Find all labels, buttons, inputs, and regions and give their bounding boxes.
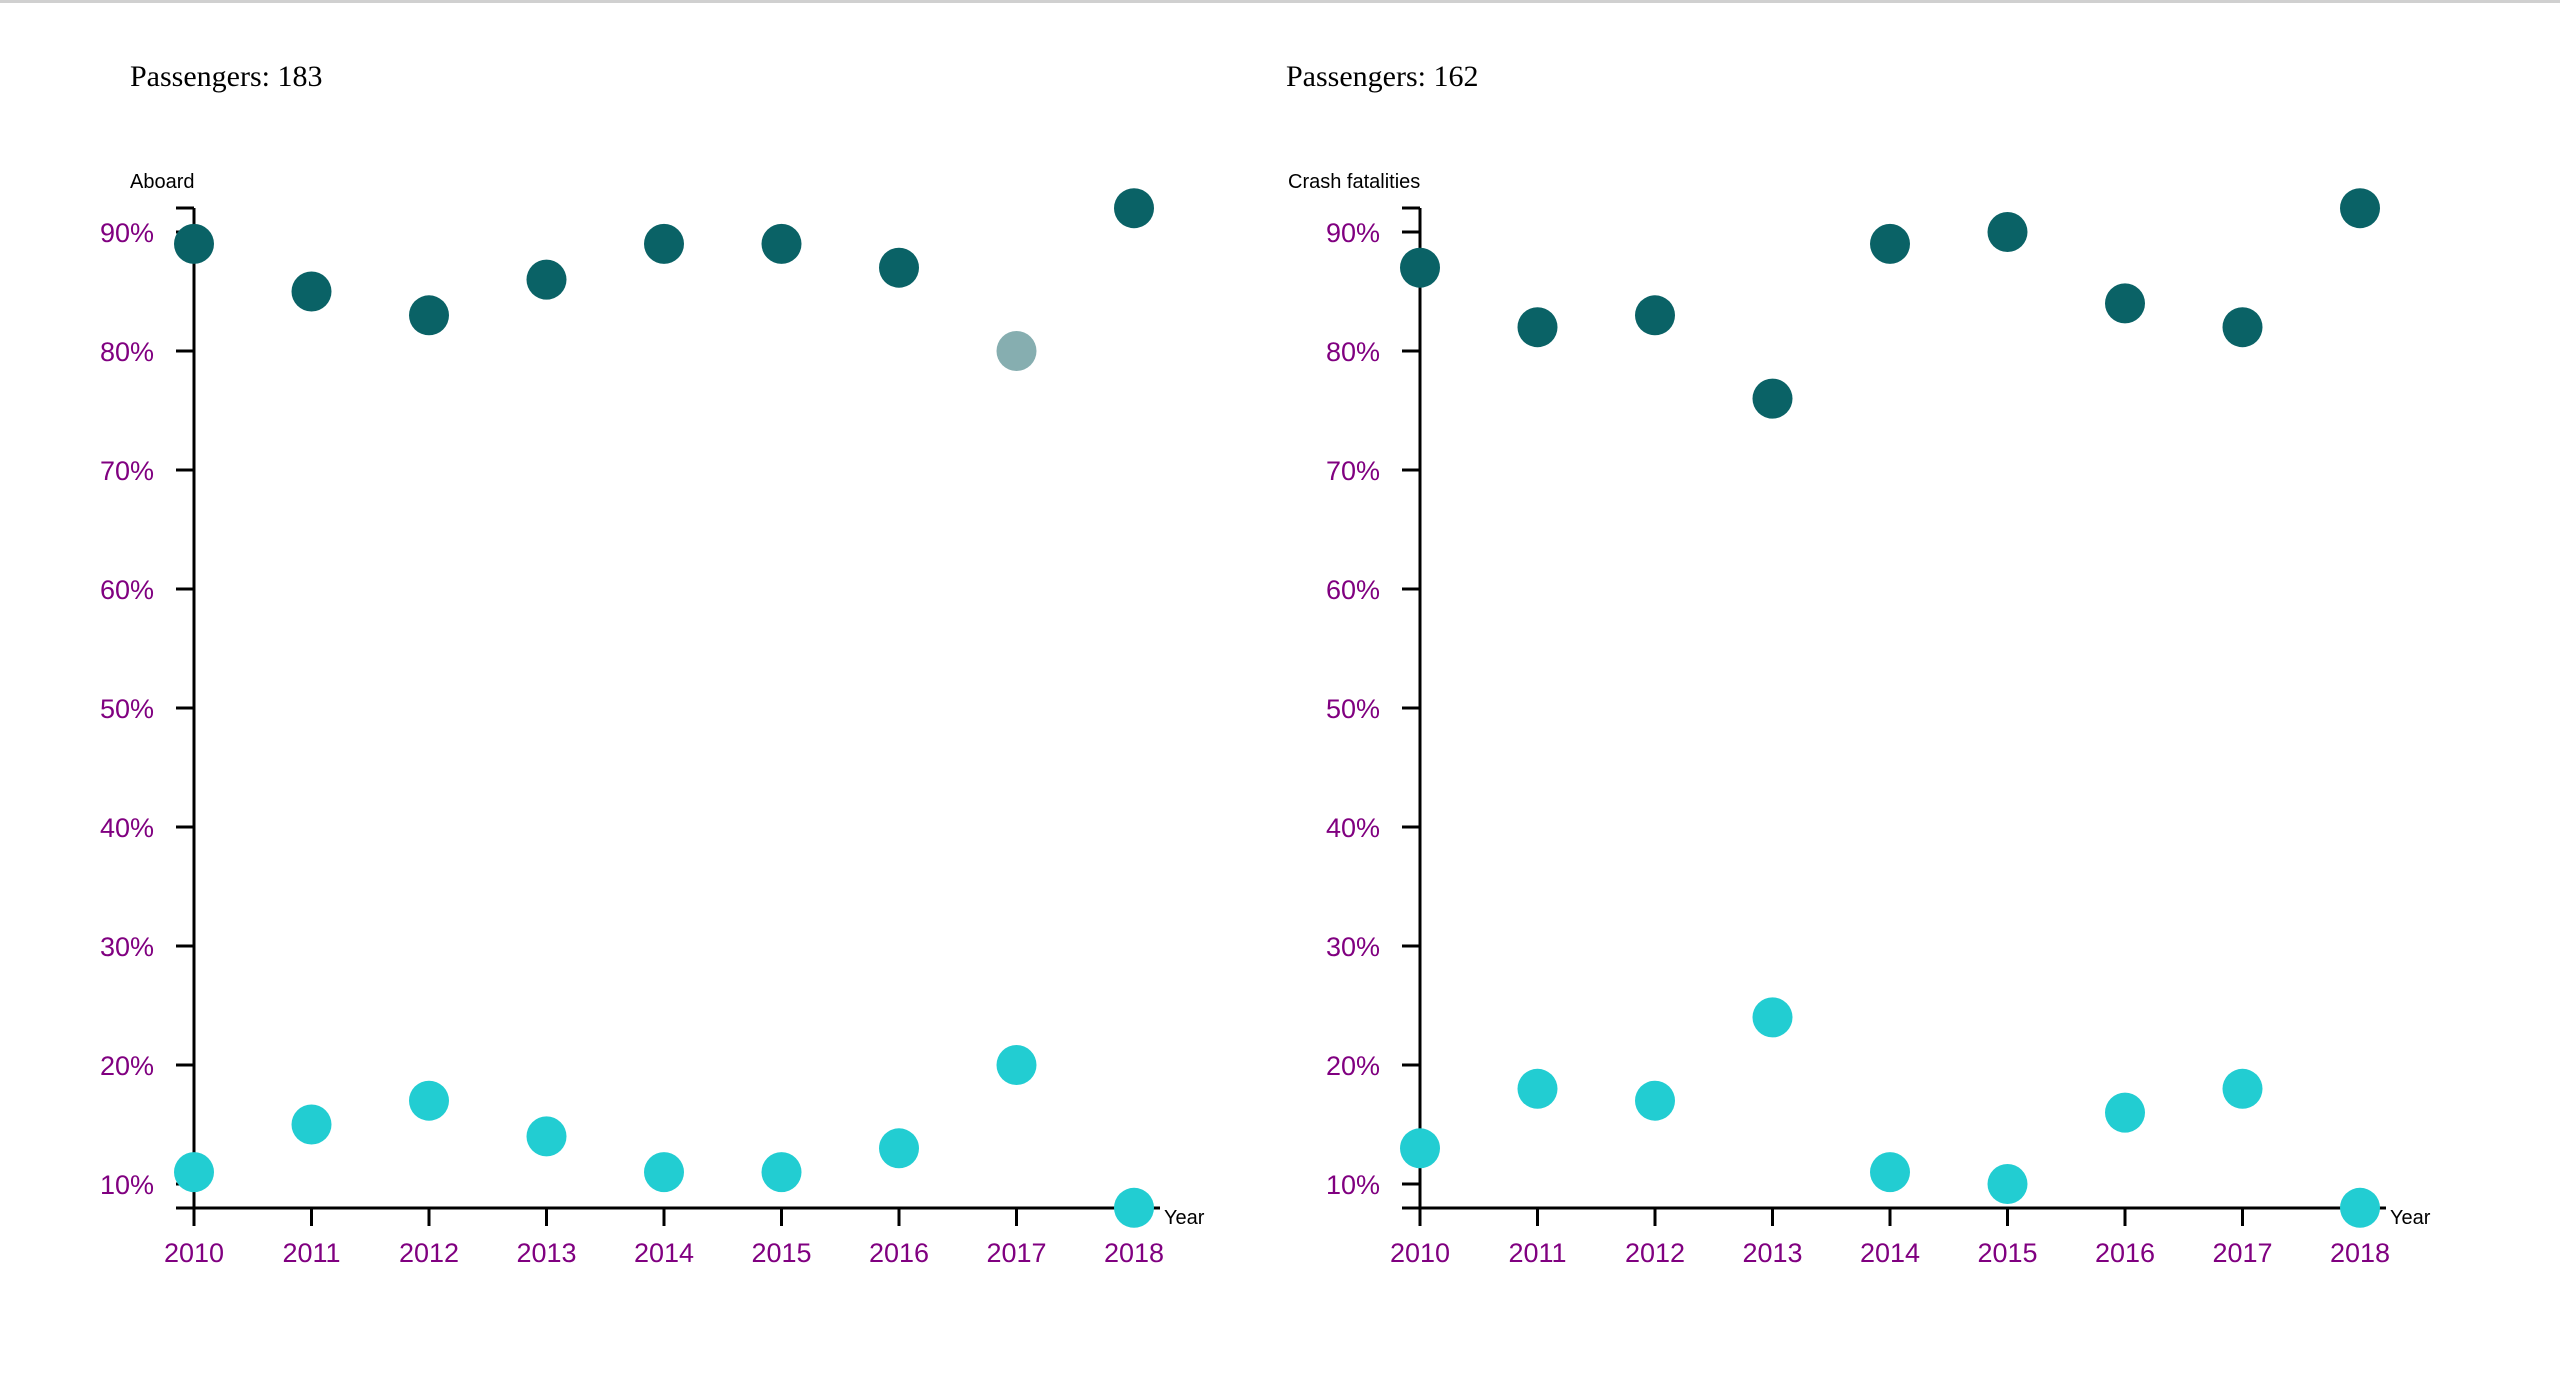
y-tick-label: 60% — [1326, 575, 1380, 605]
x-tick-label: 2011 — [1508, 1238, 1566, 1268]
x-tick-label: 2016 — [2095, 1238, 2155, 1268]
y-tick-label: 10% — [1326, 1170, 1380, 1200]
upper-series-point — [1517, 307, 1558, 348]
upper-series-point — [1635, 295, 1675, 336]
lower-series-point — [1635, 1080, 1675, 1121]
upper-series-point — [409, 295, 449, 336]
lower-series-point — [996, 1045, 1037, 1085]
lower-series-point — [879, 1128, 919, 1169]
upper-series-point — [644, 223, 684, 264]
x-tick-label: 2017 — [986, 1238, 1046, 1268]
y-tick-label: 60% — [100, 575, 154, 605]
x-tick-label: 2015 — [1977, 1238, 2037, 1268]
x-tick-label: 2013 — [1742, 1238, 1802, 1268]
upper-series-point — [1752, 378, 1793, 419]
y-axis-title: Crash fatalities — [1288, 171, 1420, 193]
lower-series-point — [526, 1116, 567, 1157]
x-tick-label: 2011 — [282, 1238, 340, 1268]
y-tick-label: 40% — [1326, 813, 1380, 843]
lower-series-point — [174, 1152, 214, 1193]
upper-series-point — [1400, 247, 1440, 288]
y-tick-label: 40% — [100, 813, 154, 843]
x-tick-label: 2014 — [634, 1238, 694, 1268]
x-axis-title: Year — [2390, 1207, 2431, 1229]
y-tick-label: 30% — [100, 932, 154, 962]
lower-series-point — [2105, 1092, 2145, 1133]
x-tick-label: 2013 — [516, 1238, 576, 1268]
lower-series-point — [1870, 1152, 1910, 1193]
upper-series-point — [1870, 223, 1910, 264]
x-tick-label: 2012 — [399, 1238, 459, 1268]
lower-series-point — [644, 1152, 684, 1193]
lower-series-point — [1114, 1187, 1154, 1228]
upper-series-point — [291, 271, 332, 312]
y-tick-label: 30% — [1326, 932, 1380, 962]
lower-series-point — [1752, 997, 1793, 1038]
upper-series-point — [1114, 188, 1154, 229]
upper-series-point — [996, 331, 1037, 371]
y-axis-title: Aboard — [130, 171, 195, 193]
x-tick-label: 2018 — [2330, 1238, 2390, 1268]
y-tick-label: 90% — [1326, 218, 1380, 248]
upper-series-point — [2340, 188, 2380, 229]
upper-series-point — [1987, 212, 2028, 252]
x-axis-title: Year — [1164, 1207, 1205, 1229]
y-tick-label: 80% — [100, 337, 154, 367]
lower-series-point — [1517, 1068, 1558, 1109]
upper-series-point — [761, 223, 802, 264]
lower-series-point — [2222, 1068, 2263, 1109]
x-tick-label: 2014 — [1860, 1238, 1920, 1268]
y-tick-label: 70% — [1326, 456, 1380, 486]
upper-series-point — [174, 223, 214, 264]
x-tick-label: 2018 — [1104, 1238, 1164, 1268]
x-tick-label: 2012 — [1625, 1238, 1685, 1268]
chart-2-title: Passengers: 162 — [1286, 60, 1479, 93]
upper-series-point — [2105, 283, 2145, 324]
y-tick-label: 20% — [1326, 1051, 1380, 1081]
y-tick-label: 70% — [100, 456, 154, 486]
y-tick-label: 50% — [100, 694, 154, 724]
x-tick-label: 2010 — [1390, 1238, 1450, 1268]
lower-series-point — [409, 1080, 449, 1121]
lower-series-point — [761, 1152, 802, 1193]
chart-1-title: Passengers: 183 — [130, 60, 323, 93]
lower-series-point — [291, 1104, 332, 1145]
upper-series-point — [2222, 307, 2263, 348]
lower-series-point — [1987, 1164, 2028, 1204]
x-tick-label: 2015 — [751, 1238, 811, 1268]
x-tick-label: 2017 — [2212, 1238, 2272, 1268]
y-tick-label: 50% — [1326, 694, 1380, 724]
upper-series-point — [526, 259, 567, 300]
y-tick-label: 90% — [100, 218, 154, 248]
chart-2: 10% 20% 30% 40% 50% 60% 70% 80% 90% 2010 2011 2012 2… — [1288, 171, 2431, 1268]
y-tick-label: 20% — [100, 1051, 154, 1081]
x-tick-label: 2010 — [164, 1238, 224, 1268]
x-tick-label: 2016 — [869, 1238, 929, 1268]
y-tick-label: 80% — [1326, 337, 1380, 367]
upper-series-point — [879, 247, 919, 288]
y-tick-label: 10% — [100, 1170, 154, 1200]
chart-1: 10% 20% 30% 40% 50% 60% 70% 80% 90% 2010 2011 2012 2… — [100, 171, 1205, 1268]
lower-series-point — [1400, 1128, 1440, 1169]
lower-series-point — [2340, 1187, 2380, 1228]
